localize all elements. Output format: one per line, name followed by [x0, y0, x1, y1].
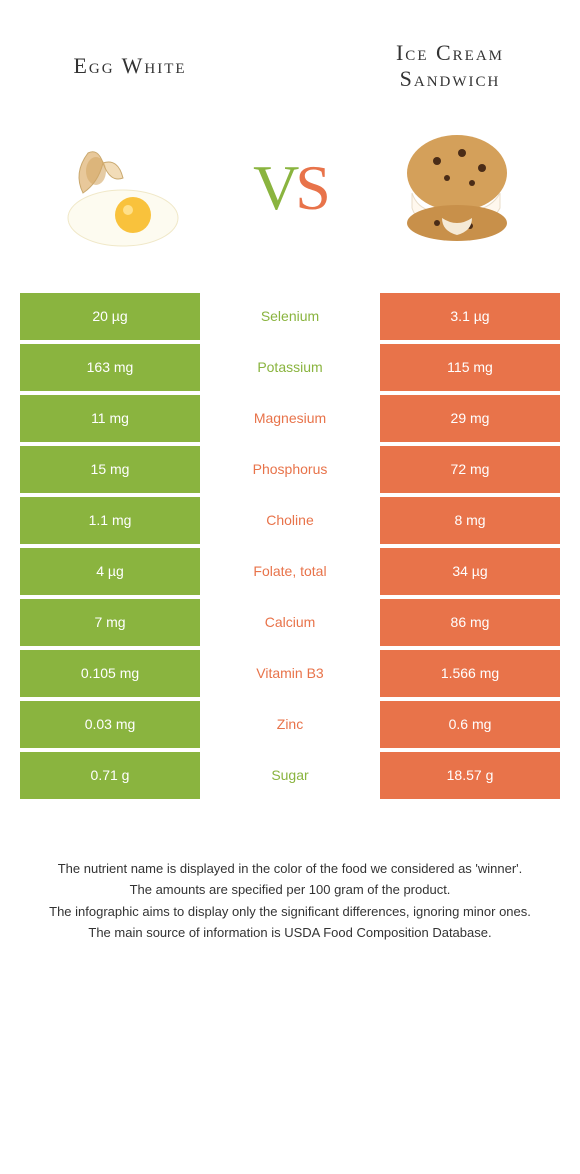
- table-row: 7 mgCalcium86 mg: [20, 599, 560, 646]
- nutrient-table: 20 µgSelenium3.1 µg163 mgPotassium115 mg…: [20, 293, 560, 799]
- table-row: 0.71 gSugar18.57 g: [20, 752, 560, 799]
- value-right: 34 µg: [380, 548, 560, 595]
- nutrient-label: Potassium: [200, 344, 380, 391]
- nutrient-label: Magnesium: [200, 395, 380, 442]
- table-row: 0.03 mgZinc0.6 mg: [20, 701, 560, 748]
- nutrient-label: Vitamin B3: [200, 650, 380, 697]
- footer-notes: The nutrient name is displayed in the co…: [30, 859, 550, 943]
- ice-cream-sandwich-icon: [382, 123, 532, 253]
- value-right: 0.6 mg: [380, 701, 560, 748]
- value-left: 15 mg: [20, 446, 200, 493]
- value-right: 1.566 mg: [380, 650, 560, 697]
- footer-line: The nutrient name is displayed in the co…: [30, 859, 550, 879]
- value-right: 3.1 µg: [380, 293, 560, 340]
- value-left: 0.03 mg: [20, 701, 200, 748]
- egg-white-icon: [48, 123, 198, 253]
- nutrient-label: Choline: [200, 497, 380, 544]
- nutrient-label: Calcium: [200, 599, 380, 646]
- value-left: 20 µg: [20, 293, 200, 340]
- value-left: 163 mg: [20, 344, 200, 391]
- value-left: 7 mg: [20, 599, 200, 646]
- nutrient-label: Folate, total: [200, 548, 380, 595]
- table-row: 163 mgPotassium115 mg: [20, 344, 560, 391]
- nutrient-label: Selenium: [200, 293, 380, 340]
- table-row: 15 mgPhosphorus72 mg: [20, 446, 560, 493]
- value-right: 29 mg: [380, 395, 560, 442]
- title-right: Ice Cream Sandwich: [350, 40, 550, 93]
- value-left: 0.105 mg: [20, 650, 200, 697]
- vs-label: VS: [253, 151, 327, 225]
- title-left: Egg White: [30, 53, 230, 79]
- value-left: 1.1 mg: [20, 497, 200, 544]
- table-row: 4 µgFolate, total34 µg: [20, 548, 560, 595]
- table-row: 1.1 mgCholine8 mg: [20, 497, 560, 544]
- table-row: 0.105 mgVitamin B31.566 mg: [20, 650, 560, 697]
- nutrient-label: Phosphorus: [200, 446, 380, 493]
- vs-s: S: [295, 152, 327, 223]
- value-left: 4 µg: [20, 548, 200, 595]
- value-right: 115 mg: [380, 344, 560, 391]
- table-row: 11 mgMagnesium29 mg: [20, 395, 560, 442]
- footer-line: The amounts are specified per 100 gram o…: [30, 880, 550, 900]
- value-left: 0.71 g: [20, 752, 200, 799]
- nutrient-label: Zinc: [200, 701, 380, 748]
- vs-v: V: [253, 152, 295, 223]
- value-left: 11 mg: [20, 395, 200, 442]
- value-right: 18.57 g: [380, 752, 560, 799]
- footer-line: The infographic aims to display only the…: [30, 902, 550, 922]
- footer-line: The main source of information is USDA F…: [30, 923, 550, 943]
- table-row: 20 µgSelenium3.1 µg: [20, 293, 560, 340]
- value-right: 86 mg: [380, 599, 560, 646]
- nutrient-label: Sugar: [200, 752, 380, 799]
- value-right: 8 mg: [380, 497, 560, 544]
- value-right: 72 mg: [380, 446, 560, 493]
